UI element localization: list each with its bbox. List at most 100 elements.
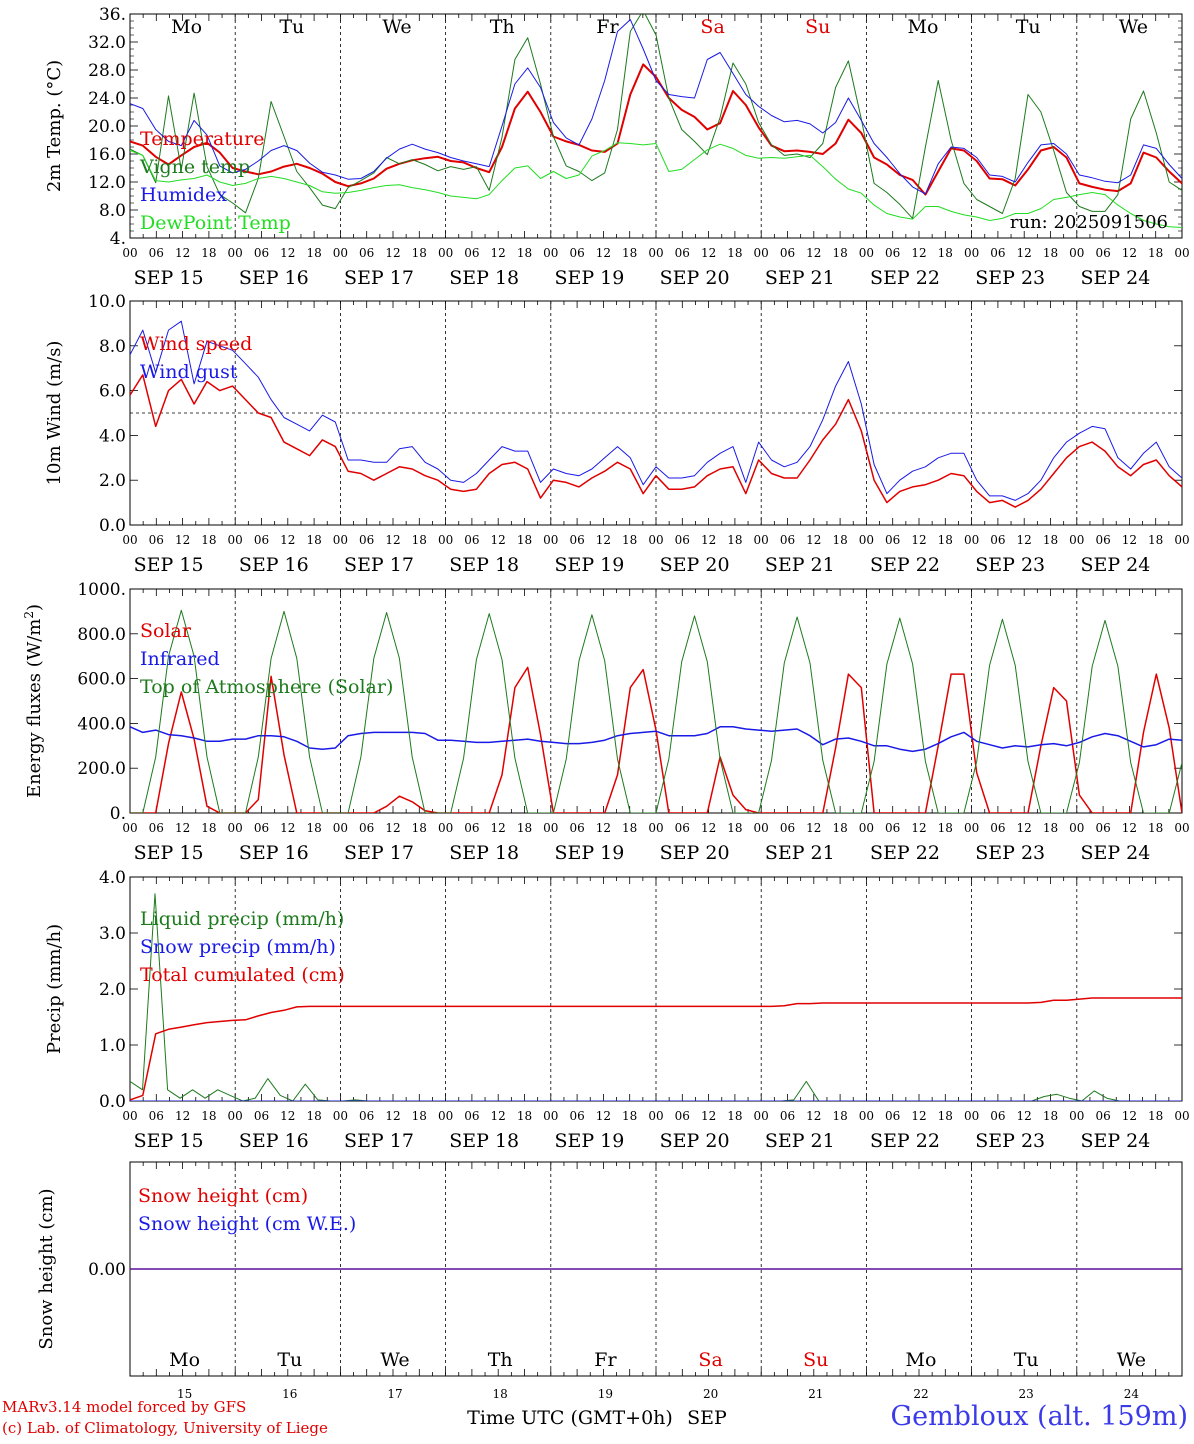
date-label: SEP 20 [660, 554, 730, 576]
date-label: SEP 22 [870, 554, 940, 576]
date-label: SEP 18 [449, 1130, 519, 1152]
hour-label: 06 [359, 1109, 374, 1123]
date-label: SEP 19 [554, 267, 624, 289]
legend-entry: Snow height (cm W.E.) [138, 1213, 356, 1235]
day-number: 16 [282, 1387, 297, 1401]
y-tick-label: 28.0 [88, 61, 126, 81]
hour-label: 18 [832, 246, 847, 260]
y-tick-label: 200.0 [77, 759, 126, 779]
y-axis-label: Precip (mm/h) [44, 924, 65, 1054]
date-label: SEP 21 [765, 1130, 835, 1152]
weekday-label: Su [803, 1349, 828, 1371]
date-label: SEP 18 [449, 267, 519, 289]
weekday-label: Fr [594, 1349, 617, 1371]
hour-label: 00 [543, 1109, 558, 1123]
series-line-infrared [130, 726, 1182, 753]
hour-label: 12 [806, 533, 821, 547]
y-tick-label: 1000. [77, 580, 126, 600]
hour-label: 00 [964, 246, 979, 260]
date-label: SEP 24 [1080, 554, 1150, 576]
hour-label: 06 [1095, 246, 1110, 260]
date-label: SEP 15 [134, 554, 204, 576]
date-label: SEP 17 [344, 1130, 414, 1152]
hour-label: 18 [1043, 246, 1058, 260]
hour-label: 06 [1095, 1109, 1110, 1123]
hour-label: 00 [1069, 533, 1084, 547]
weekday-label: Fr [596, 16, 619, 38]
hour-label: 06 [149, 533, 164, 547]
hour-label: 00 [333, 1109, 348, 1123]
hour-label: 06 [675, 821, 690, 835]
hour-label: 00 [122, 246, 137, 260]
hour-label: 00 [122, 533, 137, 547]
hour-label: 12 [701, 246, 716, 260]
y-axis-label: Snow height (cm) [36, 1188, 57, 1349]
legend-entry: Snow height (cm) [138, 1185, 308, 1207]
hour-label: 18 [201, 533, 216, 547]
legend-entry: Liquid precip (mm/h) [140, 908, 344, 930]
hour-label: 06 [254, 533, 269, 547]
hour-label: 18 [201, 821, 216, 835]
hour-label: 00 [648, 821, 663, 835]
legend-entry: Snow precip (mm/h) [140, 936, 336, 958]
date-label: SEP 24 [1080, 1130, 1150, 1152]
day-number: 24 [1124, 1387, 1140, 1401]
y-tick-label: 4.0 [99, 868, 126, 888]
hour-label: 06 [675, 533, 690, 547]
hour-label: 00 [333, 821, 348, 835]
hour-label: 12 [280, 1109, 295, 1123]
y-tick-label: 0.0 [99, 1092, 126, 1112]
hour-label: 12 [1017, 821, 1032, 835]
weekday-label: Tu [1016, 16, 1041, 38]
hour-label: 12 [175, 533, 190, 547]
legend-entry: Vigne temp [139, 156, 250, 178]
hour-label: 18 [1043, 1109, 1058, 1123]
date-label: SEP 21 [765, 554, 835, 576]
hour-label: 18 [832, 533, 847, 547]
date-label: SEP 20 [660, 1130, 730, 1152]
hour-label: 00 [1174, 246, 1189, 260]
y-tick-label: 800.0 [77, 625, 126, 645]
series-line-total-cumulated-cm- [130, 997, 1182, 1101]
series-line-top-of-atmosphere-solar- [130, 609, 1182, 813]
hour-label: 06 [359, 533, 374, 547]
hour-label: 12 [911, 246, 926, 260]
hour-label: 18 [306, 533, 321, 547]
hour-label: 12 [701, 821, 716, 835]
hour-label: 06 [675, 246, 690, 260]
hour-label: 12 [385, 246, 400, 260]
weekday-label: Th [488, 1349, 513, 1371]
hour-label: 00 [648, 533, 663, 547]
hour-label: 18 [938, 821, 953, 835]
date-label: SEP 19 [554, 1130, 624, 1152]
run-label: run: 2025091506 [1010, 212, 1168, 233]
date-label: SEP 19 [554, 842, 624, 864]
month-label: SEP [687, 1407, 727, 1429]
date-label: SEP 17 [344, 842, 414, 864]
hour-label: 00 [543, 246, 558, 260]
hour-label: 12 [280, 533, 295, 547]
series-line-wind-speed [130, 374, 1182, 508]
hour-label: 12 [596, 246, 611, 260]
day-number: 23 [1019, 1387, 1034, 1401]
hour-label: 12 [175, 1109, 190, 1123]
hour-label: 18 [201, 246, 216, 260]
weekday-label: Mo [908, 16, 939, 38]
hour-label: 12 [596, 821, 611, 835]
hour-label: 18 [412, 533, 427, 547]
hour-label: 00 [648, 246, 663, 260]
date-label: SEP 22 [870, 1130, 940, 1152]
weekday-label: Mo [906, 1349, 937, 1371]
hour-label: 00 [228, 1109, 243, 1123]
hour-label: 12 [806, 821, 821, 835]
hour-label: 18 [517, 1109, 532, 1123]
hour-label: 12 [175, 821, 190, 835]
y-tick-label: 32.0 [88, 33, 126, 53]
hour-label: 12 [491, 246, 506, 260]
day-number: 17 [387, 1387, 402, 1401]
hour-label: 00 [1069, 821, 1084, 835]
y-tick-label: 24.0 [88, 89, 126, 109]
hour-label: 18 [306, 1109, 321, 1123]
